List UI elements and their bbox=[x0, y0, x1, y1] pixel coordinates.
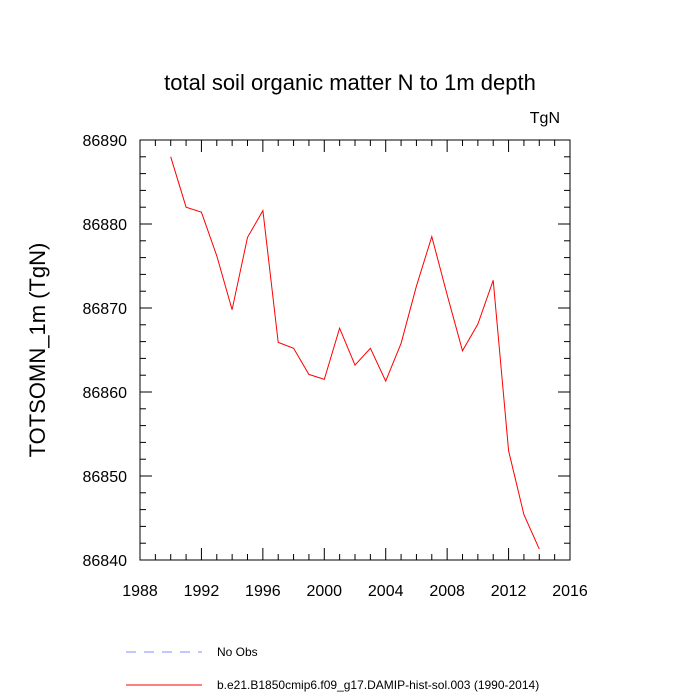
x-tick-label: 2016 bbox=[552, 583, 588, 600]
data-point bbox=[185, 206, 188, 209]
x-tick-label: 1988 bbox=[122, 583, 158, 600]
x-tick-label: 2008 bbox=[429, 583, 465, 600]
y-tick-label: 86880 bbox=[83, 217, 128, 234]
series-line bbox=[170, 156, 540, 550]
chart-title: total soil organic matter N to 1m depth bbox=[164, 70, 536, 95]
legend-label: No Obs bbox=[217, 645, 258, 659]
y-tick-labels: 86840 86850 86860 86870 86880 86890 bbox=[83, 133, 128, 570]
data-point bbox=[354, 364, 357, 367]
data-point bbox=[538, 548, 541, 551]
data-point bbox=[430, 235, 433, 238]
y-tick-label: 86850 bbox=[83, 469, 128, 486]
data-point bbox=[400, 342, 403, 345]
data-point bbox=[200, 211, 203, 214]
data-point bbox=[215, 254, 218, 257]
data-point bbox=[246, 236, 249, 239]
x-tick-label: 1992 bbox=[184, 583, 220, 600]
data-point bbox=[492, 279, 495, 282]
units-label: TgN bbox=[530, 110, 560, 127]
data-point bbox=[169, 155, 172, 158]
y-tick-label: 86890 bbox=[83, 133, 128, 150]
x-tick-label: 2012 bbox=[491, 583, 527, 600]
axis-ticks bbox=[139, 139, 571, 561]
y-axis-label: TOTSOMN_1m (TgN) bbox=[25, 243, 50, 458]
x-tick-label: 1996 bbox=[245, 583, 281, 600]
data-point bbox=[507, 449, 510, 452]
legend-label: b.e21.B1850cmip6.f09_g17.DAMIP-hist-sol.… bbox=[217, 678, 539, 692]
data-point bbox=[277, 341, 280, 344]
data-point bbox=[522, 513, 525, 516]
data-point bbox=[338, 327, 341, 330]
y-tick-label: 86860 bbox=[83, 385, 128, 402]
data-point bbox=[369, 347, 372, 350]
y-tick-label: 86840 bbox=[83, 553, 128, 570]
data-point bbox=[323, 378, 326, 381]
data-point bbox=[476, 322, 479, 325]
y-tick-label: 86870 bbox=[83, 301, 128, 318]
data-point bbox=[292, 347, 295, 350]
x-tick-label: 2004 bbox=[368, 583, 404, 600]
data-point bbox=[461, 349, 464, 352]
data-point bbox=[307, 373, 310, 376]
data-point bbox=[415, 285, 418, 288]
data-point bbox=[384, 380, 387, 383]
data-point bbox=[261, 209, 264, 212]
data-point bbox=[446, 293, 449, 296]
x-tick-label: 2000 bbox=[306, 583, 342, 600]
data-point bbox=[231, 308, 234, 311]
series-lines bbox=[169, 155, 541, 551]
legend: No Obs b.e21.B1850cmip6.f09_g17.DAMIP-his… bbox=[126, 645, 539, 692]
plot-frame bbox=[139, 139, 571, 561]
x-tick-labels: 1988 1992 1996 2000 2004 2008 2012 2016 bbox=[122, 583, 588, 600]
